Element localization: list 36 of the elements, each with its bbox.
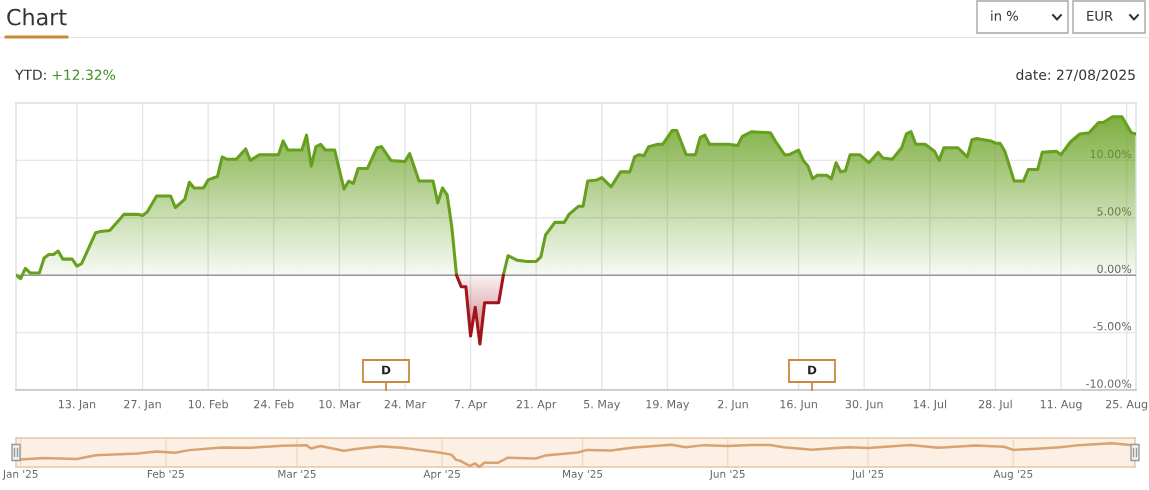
x-tick-label: Jan '25	[2, 469, 38, 480]
x-tick-label: Aug '25	[993, 469, 1033, 480]
y-tick-label: 5.00%	[1097, 207, 1132, 216]
text: in %	[991, 10, 1019, 21]
x-tick-label: 10. Feb	[188, 399, 228, 409]
x-tick-label: 25. Aug	[1105, 399, 1148, 411]
chart-title: Chart	[7, 8, 67, 26]
x-tick-label: 2. Jun	[718, 399, 748, 411]
x-tick-label: 30. Jun	[845, 399, 883, 411]
x-tick-label: 24. Feb	[254, 399, 294, 409]
x-tick-label: 14. Jul	[913, 399, 947, 411]
x-tick-label: 21. Apr	[516, 399, 557, 411]
x-tick-label: 13. Jan	[58, 399, 96, 411]
x-tick-label: 19. May	[646, 399, 690, 411]
text: EUR	[1087, 11, 1113, 21]
x-tick-label: 10. Mar	[319, 399, 361, 409]
y-tick-label: -5.00%	[1093, 322, 1132, 331]
x-tick-label: Mar '25	[278, 469, 316, 478]
y-tick-label: -10.00%	[1086, 379, 1132, 388]
x-tick-label: 5. May	[584, 400, 620, 411]
y-tick-label: 0.00%	[1097, 264, 1132, 274]
x-tick-label: 24. Mar	[384, 399, 427, 409]
annotation: D	[808, 365, 817, 375]
x-tick-label: Apr '25	[423, 469, 460, 480]
x-tick-label: 27. Jan	[124, 399, 161, 411]
x-tick-label: Jul '25	[851, 469, 884, 480]
x-tick-label: 7. Apr	[454, 400, 488, 411]
x-tick-label: 16. Jun	[780, 399, 817, 411]
text: date: 27/08/2025	[1016, 69, 1135, 82]
x-tick-label: 11. Aug	[1040, 400, 1082, 411]
chart-subtitle: YTD: +12.32%	[14, 69, 116, 81]
x-tick-label: 28. Jul	[978, 399, 1012, 411]
x-tick-label: Jun '25	[709, 469, 745, 480]
annotation: D	[382, 365, 391, 375]
x-tick-label: May '25	[563, 469, 603, 480]
x-tick-label: Feb '25	[147, 469, 184, 478]
